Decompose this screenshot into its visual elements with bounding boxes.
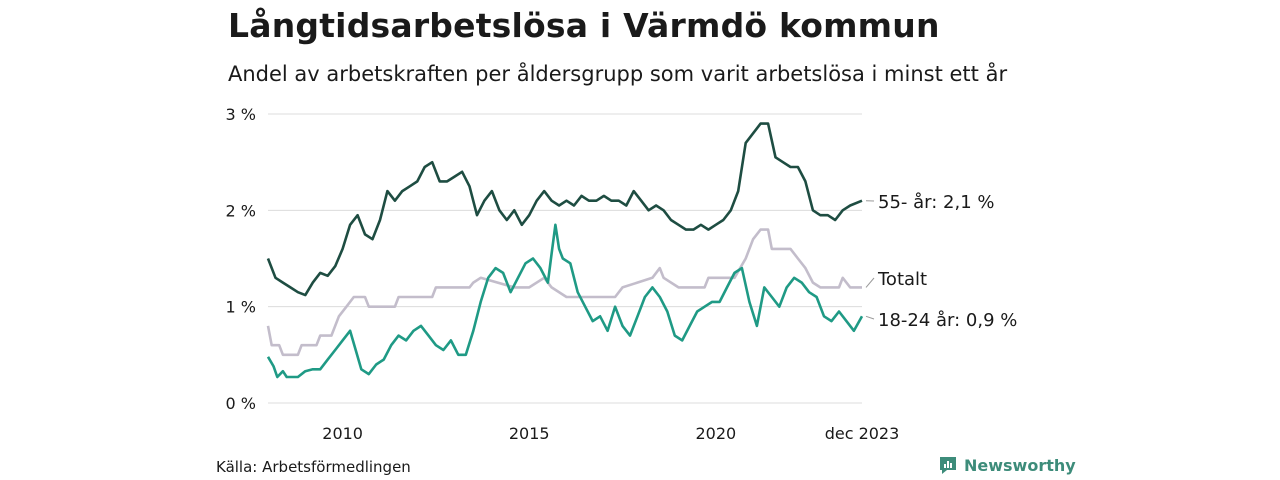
series-line-55-r [266,122,863,297]
y-tick-label: 3 % [226,105,256,124]
series-lines [266,122,864,379]
label-connector [865,277,875,288]
series-end-label: 55- år: 2,1 % [878,192,994,213]
newsworthy-icon [940,457,956,474]
grid-lines [268,113,862,404]
x-tick-label: dec 2023 [825,424,900,443]
series-end-label: Totalt [877,269,927,290]
label-connector [865,315,875,320]
y-tick-label: 2 % [226,201,256,220]
y-axis-labels: 0 % 1 % 2 % 3 % [226,105,256,413]
series-line-totalt [266,228,862,357]
chart-subtitle: Andel av arbetskraften per åldersgrupp s… [228,62,1008,86]
brand-name: Newsworthy [964,455,1076,475]
y-tick-label: 1 % [226,298,256,317]
series-line-18-24-r [266,223,864,379]
x-tick-label: 2020 [695,424,736,443]
series-end-label: 18-24 år: 0,9 % [878,310,1017,331]
x-tick-label: 2010 [322,424,363,443]
source-note: Källa: Arbetsförmedlingen [216,458,411,476]
series-end-labels: 55- år: 2,1 % Totalt 18-24 år: 0,9 % [865,192,1017,331]
x-tick-label: 2015 [509,424,550,443]
brand-logo: Newsworthy [938,455,1076,475]
y-tick-label: 0 % [226,394,256,413]
chart-title: Långtidsarbetslösa i Värmdö kommun [228,6,940,45]
x-axis-labels: 2010 2015 2020 dec 2023 [322,424,899,443]
